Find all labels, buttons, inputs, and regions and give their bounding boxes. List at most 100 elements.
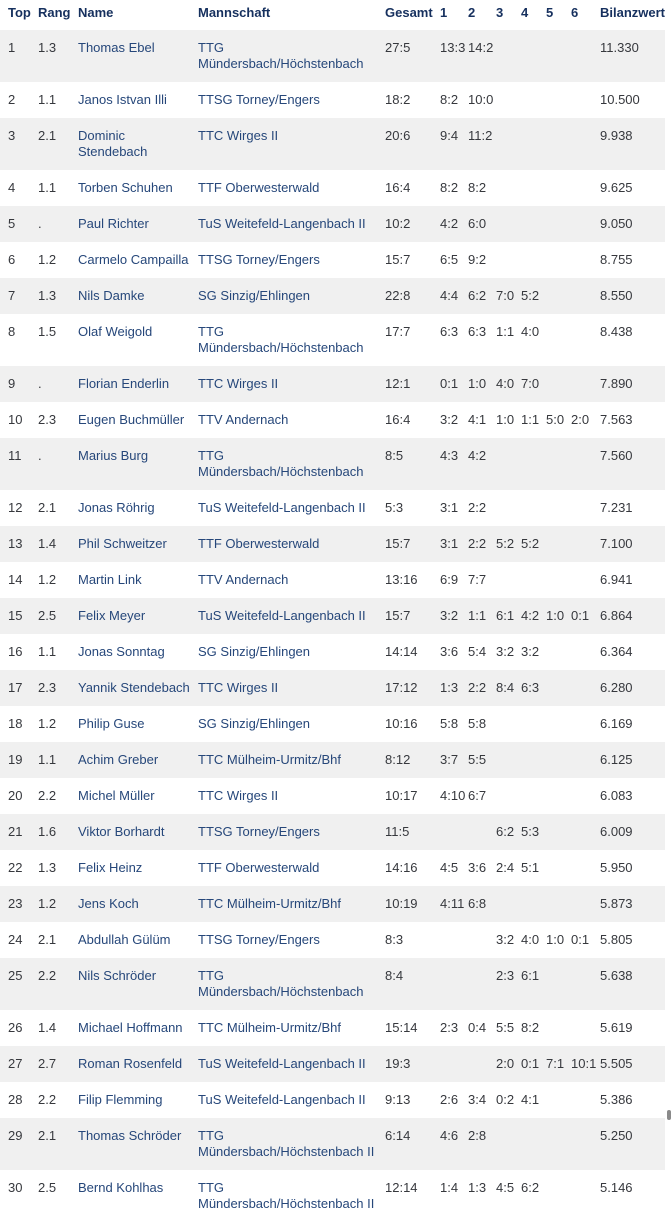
cell-round-4 [521, 886, 546, 922]
player-name-link[interactable]: Phil Schweitzer [78, 536, 167, 551]
player-name-link[interactable]: Felix Meyer [78, 608, 146, 623]
cell-round-6 [571, 778, 600, 814]
table-row: 22 1.3 Felix Heinz TTF Oberwesterwald 14… [0, 850, 665, 886]
team-link[interactable]: TTC Mülheim-Urmitz/Bhf [198, 752, 342, 767]
cell-gesamt: 17:7 [385, 324, 411, 339]
player-name-link[interactable]: Janos Istvan Illi [78, 92, 167, 107]
cell-round-4: 5:2 [521, 536, 540, 551]
player-name-link[interactable]: Philip Guse [78, 716, 145, 731]
team-link[interactable]: TuS Weitefeld-Langenbach II [198, 216, 366, 231]
team-link[interactable]: TTG Mündersbach/Höchstenbach [198, 40, 364, 71]
cell-bilanzwert: 6.125 [600, 752, 633, 767]
player-name-link[interactable]: Viktor Borhardt [78, 824, 165, 839]
team-link[interactable]: TuS Weitefeld-Langenbach II [198, 1092, 366, 1107]
player-name-link[interactable]: Marius Burg [78, 448, 149, 463]
cell-gesamt: 15:7 [385, 536, 411, 551]
team-link[interactable]: TTG Mündersbach/Höchstenbach [198, 968, 364, 999]
team-link[interactable]: TuS Weitefeld-Langenbach II [198, 1056, 366, 1071]
team-link[interactable]: TTV Andernach [198, 572, 289, 587]
team-link[interactable]: TTSG Torney/Engers [198, 92, 320, 107]
team-link[interactable]: TuS Weitefeld-Langenbach II [198, 500, 366, 515]
cell-gesamt: 14:14 [385, 644, 418, 659]
player-name-link[interactable]: Bernd Kohlhas [78, 1180, 164, 1195]
team-link[interactable]: SG Sinzig/Ehlingen [198, 716, 311, 731]
player-name-link[interactable]: Nils Schröder [78, 968, 157, 983]
player-name-link[interactable]: Torben Schuhen [78, 180, 173, 195]
team-link[interactable]: TTC Wirges II [198, 788, 279, 803]
team-link[interactable]: TTG Mündersbach/Höchstenbach [198, 448, 364, 479]
cell-round-1: 3:6 [440, 644, 459, 659]
team-link[interactable]: TTG Mündersbach/Höchstenbach II [198, 1180, 375, 1211]
team-link[interactable]: TTV Andernach [198, 412, 289, 427]
team-link[interactable]: TTC Mülheim-Urmitz/Bhf [198, 896, 342, 911]
team-link[interactable]: TTF Oberwesterwald [198, 180, 320, 195]
team-link[interactable]: TTF Oberwesterwald [198, 536, 320, 551]
team-link[interactable]: TTSG Torney/Engers [198, 824, 320, 839]
cell-rang: . [38, 216, 42, 231]
cell-round-6 [571, 958, 600, 1010]
cell-round-6 [571, 30, 600, 82]
team-link[interactable]: SG Sinzig/Ehlingen [198, 644, 311, 659]
player-name-link[interactable]: Jonas Sonntag [78, 644, 165, 659]
cell-round-6: 2:0 [571, 412, 590, 427]
cell-round-5 [546, 778, 571, 814]
table-row: 26 1.4 Michael Hoffmann TTC Mülheim-Urmi… [0, 1010, 665, 1046]
cell-top-position: 12 [8, 500, 23, 515]
team-link[interactable]: TTSG Torney/Engers [198, 932, 320, 947]
player-name-link[interactable]: Martin Link [78, 572, 142, 587]
cell-round-6 [571, 670, 600, 706]
team-link[interactable]: TTC Wirges II [198, 128, 279, 143]
cell-round-4 [521, 706, 546, 742]
table-row: 27 2.7 Roman Rosenfeld TuS Weitefeld-Lan… [0, 1046, 665, 1082]
cell-rang: 2.2 [38, 968, 57, 983]
player-name-link[interactable]: Felix Heinz [78, 860, 143, 875]
player-name-link[interactable]: Carmelo Campailla [78, 252, 189, 267]
cell-bilanzwert: 6.864 [600, 608, 633, 623]
scrollbar-thumb[interactable] [667, 1110, 671, 1120]
cell-round-2 [468, 1046, 496, 1082]
cell-round-6 [571, 850, 600, 886]
player-name-link[interactable]: Roman Rosenfeld [78, 1056, 183, 1071]
player-name-link[interactable]: Jonas Röhrig [78, 500, 155, 515]
player-name-link[interactable]: Jens Koch [78, 896, 139, 911]
player-name-link[interactable]: Michael Hoffmann [78, 1020, 183, 1035]
player-name-link[interactable]: Abdullah Gülüm [78, 932, 171, 947]
column-header-round-5: 5 [546, 5, 554, 20]
cell-top-position: 8 [8, 324, 16, 339]
player-name-link[interactable]: Michel Müller [78, 788, 155, 803]
team-link[interactable]: TTG Mündersbach/Höchstenbach II [198, 1128, 375, 1159]
table-row: 2 1.1 Janos Istvan Illi TTSG Torney/Enge… [0, 82, 665, 118]
player-name-link[interactable]: Paul Richter [78, 216, 149, 231]
player-name-link[interactable]: Thomas Ebel [78, 40, 155, 55]
team-link[interactable]: TTC Wirges II [198, 680, 279, 695]
cell-bilanzwert: 6.009 [600, 824, 633, 839]
table-header: Top Rang Name Mannschaft Gesamt 1 2 3 4 … [0, 0, 665, 30]
cell-round-1: 9:4 [440, 128, 459, 143]
player-name-link[interactable]: Florian Enderlin [78, 376, 170, 391]
cell-bilanzwert: 7.100 [600, 536, 633, 551]
team-link[interactable]: TTC Mülheim-Urmitz/Bhf [198, 1020, 342, 1035]
player-name-link[interactable]: Olaf Weigold [78, 324, 153, 339]
cell-round-5 [546, 206, 571, 242]
player-name-link[interactable]: Eugen Buchmüller [78, 412, 185, 427]
cell-round-1: 13:3 [440, 40, 466, 55]
player-name-link[interactable]: Filip Flemming [78, 1092, 163, 1107]
cell-round-3: 5:2 [496, 536, 515, 551]
cell-round-1: 3:1 [440, 500, 459, 515]
team-link[interactable]: SG Sinzig/Ehlingen [198, 288, 311, 303]
cell-round-5 [546, 170, 571, 206]
player-name-link[interactable]: Achim Greber [78, 752, 159, 767]
cell-gesamt: 8:4 [385, 968, 404, 983]
team-link[interactable]: TuS Weitefeld-Langenbach II [198, 608, 366, 623]
player-name-link[interactable]: Nils Damke [78, 288, 145, 303]
cell-round-2 [468, 922, 496, 958]
player-name-link[interactable]: Thomas Schröder [78, 1128, 182, 1143]
cell-round-1: 8:2 [440, 92, 459, 107]
player-name-link[interactable]: Yannik Stendebach [78, 680, 190, 695]
team-link[interactable]: TTF Oberwesterwald [198, 860, 320, 875]
team-link[interactable]: TTC Wirges II [198, 376, 279, 391]
player-name-link[interactable]: Dominic Stendebach [78, 128, 148, 159]
cell-round-1: 1:4 [440, 1180, 459, 1195]
team-link[interactable]: TTSG Torney/Engers [198, 252, 320, 267]
team-link[interactable]: TTG Mündersbach/Höchstenbach [198, 324, 364, 355]
